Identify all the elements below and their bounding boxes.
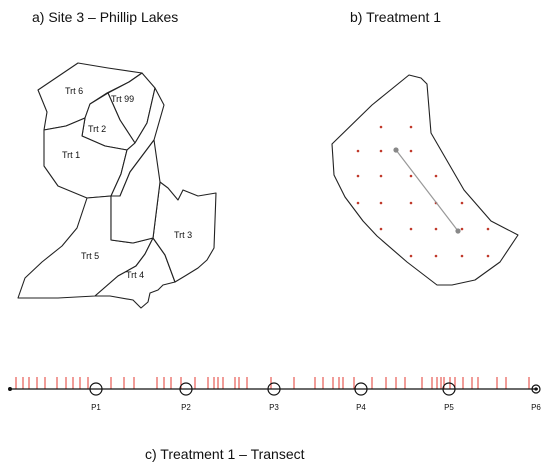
site-map: Trt 6 Trt 99 Trt 2 Trt 1 Trt 5 Trt 4 Trt… bbox=[17, 62, 217, 309]
plot-label-p4: P4 bbox=[356, 403, 366, 412]
plot-label-p2: P2 bbox=[181, 403, 191, 412]
transect-ticks bbox=[15, 377, 530, 389]
plot-dot bbox=[379, 149, 383, 153]
plot-marker-p4 bbox=[354, 382, 368, 396]
label-trt99: Trt 99 bbox=[111, 94, 134, 104]
plot-dot bbox=[356, 201, 360, 205]
sample-transect bbox=[393, 147, 461, 234]
plot-dot bbox=[379, 227, 383, 231]
plot-dot bbox=[434, 254, 438, 258]
label-trt3: Trt 3 bbox=[174, 230, 192, 240]
plot-label-p5: P5 bbox=[444, 403, 454, 412]
plot-label-p6: P6 bbox=[531, 403, 541, 412]
plot-marker-p2 bbox=[179, 382, 193, 396]
label-trt5: Trt 5 bbox=[81, 251, 99, 261]
label-trt2: Trt 2 bbox=[88, 124, 106, 134]
plot-dots bbox=[356, 125, 490, 258]
label-trt4: Trt 4 bbox=[126, 270, 144, 280]
plot-dot bbox=[409, 174, 413, 178]
transect-origin bbox=[8, 387, 12, 391]
plot-dot bbox=[486, 227, 490, 231]
plot-dot bbox=[409, 254, 413, 258]
treatment-1-boundary bbox=[331, 74, 519, 286]
plot-dot bbox=[486, 254, 490, 258]
plot-dot bbox=[356, 174, 360, 178]
treatment-map-title: b) Treatment 1 bbox=[350, 9, 441, 25]
plot-dot bbox=[434, 227, 438, 231]
plot-dot bbox=[379, 201, 383, 205]
region-trt3-link bbox=[110, 139, 161, 244]
plot-label-p3: P3 bbox=[269, 403, 279, 412]
plot-dot bbox=[409, 149, 413, 153]
transect-title: c) Treatment 1 – Transect bbox=[145, 446, 305, 462]
plot-dot bbox=[356, 149, 360, 153]
plot-markers: P1 P2 P3 P4 P5 P6 bbox=[89, 382, 541, 412]
plot-dot bbox=[409, 201, 413, 205]
plot-dot bbox=[379, 125, 383, 129]
region-trt4 bbox=[94, 237, 176, 309]
transect-end bbox=[455, 228, 461, 234]
plot-marker-p1 bbox=[89, 382, 103, 396]
transect-diagram: P1 P2 P3 P4 P5 P6 bbox=[8, 377, 541, 412]
plot-marker-p3 bbox=[267, 382, 281, 396]
plot-dot bbox=[434, 174, 438, 178]
plot-dot bbox=[409, 125, 413, 129]
plot-dot bbox=[409, 227, 413, 231]
plot-marker-p5 bbox=[442, 382, 456, 396]
plot-dot bbox=[460, 227, 464, 231]
plot-dot bbox=[379, 174, 383, 178]
transect-start bbox=[393, 147, 399, 153]
plot-marker-end-dot bbox=[534, 387, 538, 391]
plot-dot bbox=[460, 254, 464, 258]
site-map-title: a) Site 3 – Phillip Lakes bbox=[32, 9, 178, 25]
transect-line bbox=[395, 149, 459, 232]
label-trt1: Trt 1 bbox=[62, 150, 80, 160]
treatment-map bbox=[331, 74, 519, 286]
region-trt3-east bbox=[152, 181, 217, 283]
label-trt6: Trt 6 bbox=[65, 86, 83, 96]
plot-label-p1: P1 bbox=[91, 403, 101, 412]
plot-dot bbox=[460, 201, 464, 205]
plot-marker-p6 bbox=[531, 384, 541, 394]
